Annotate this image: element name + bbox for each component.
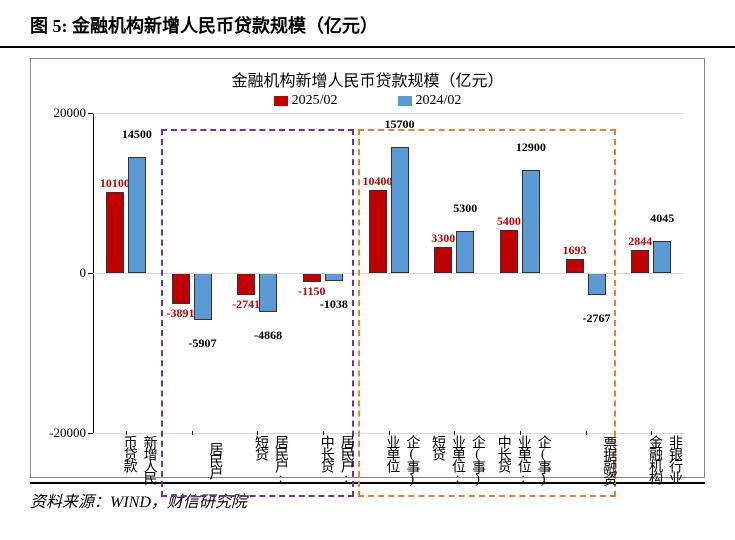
x-tick-mark [586,431,587,435]
x-axis-label: 企(事)业单位:短贷 [421,435,487,485]
x-axis-label-text: 企(事)业单位:中长贷 [487,435,553,485]
bar-value-label: 4045 [650,211,674,226]
bar [128,157,146,273]
bar [566,259,584,273]
bar [194,273,212,320]
chart-title: 金融机构新增人民币贷款规模（亿元） [43,67,692,91]
x-axis-label: 新增人民币贷款 [93,435,159,485]
bar-value-label: -3891 [167,306,195,321]
chart-legend: 2025/02 2024/02 [43,93,692,109]
bar [172,273,190,304]
bar [500,230,518,273]
bar [434,247,452,273]
bar-value-label: -5907 [189,336,217,351]
chart-container: 金融机构新增人民币贷款规模（亿元） 2025/02 2024/02 -20000… [30,58,705,478]
x-axis-label: 企(事)业单位:中长贷 [487,435,553,485]
legend-item: 2024/02 [398,93,462,109]
figure-title: 图 5: 金融机构新增人民币贷款规模（亿元） [30,12,705,38]
x-axis-label-text: 居民户:中长贷 [290,435,356,485]
x-axis-label-text: 非银行业金融机构 [618,435,684,485]
y-tick-label: 20000 [54,105,87,121]
bar-value-label: 15700 [385,117,415,132]
y-axis: -20000020000 [43,113,88,433]
bar-value-label: 12900 [516,140,546,155]
x-axis-label-text: 新增人民币贷款 [93,435,159,485]
x-axis-label: 票据融资 [553,435,619,485]
x-axis-label: 企(事)业单位 [356,435,422,485]
grid-line [93,273,684,274]
x-axis-label: 居民户 [159,435,225,485]
bar-value-label: 1693 [563,243,587,258]
legend-label: 2025/02 [292,93,338,109]
bar-value-label: 14500 [122,127,152,142]
x-axis-label-text: 企(事)业单位:短贷 [421,435,487,485]
bar [303,273,321,282]
bar-value-label: 5300 [453,201,477,216]
x-axis-label-text: 企(事)业单位 [356,435,422,485]
legend-label: 2024/02 [416,93,462,109]
bar-value-label: -2767 [583,311,611,326]
bar-value-label: -4868 [254,328,282,343]
bar-value-label: -1038 [320,297,348,312]
x-axis-label-text: 居民户:短贷 [224,435,290,485]
x-tick-mark [520,431,521,435]
y-tick-label: -20000 [49,425,86,441]
bar [325,273,343,281]
y-tick-label: 0 [80,265,87,281]
x-axis-labels: 新增人民币贷款居民户居民户:短贷居民户:中长贷企(事)业单位企(事)业单位:短贷… [93,433,684,483]
bar-value-label: 2844 [628,234,652,249]
x-axis-label: 居民户:中长贷 [290,435,356,485]
x-tick-mark [454,431,455,435]
bar-value-label: -2741 [232,297,260,312]
bar [369,190,387,273]
bar [522,170,540,273]
bar-value-label: 3300 [431,231,455,246]
bar-value-label: 10100 [100,176,130,191]
legend-swatch-2024 [398,96,412,106]
x-tick-mark [257,431,258,435]
bar-value-label: 5400 [497,214,521,229]
bar [106,192,124,273]
bar-value-label: 10400 [363,174,393,189]
legend-swatch-2025 [274,96,288,106]
x-axis-label: 非银行业金融机构 [618,435,684,485]
bar [631,250,649,273]
source-text: 资料来源：WIND，财信研究院 [30,488,705,512]
x-tick-mark [192,431,193,435]
bar [588,273,606,295]
grid-line [93,113,684,114]
bar [653,241,671,273]
plot-area: -20000020000 1010014500-3891-5907-2741-4… [93,113,684,433]
bar [391,147,409,273]
x-axis-label: 居民户:短贷 [224,435,290,485]
x-tick-mark [651,431,652,435]
x-tick-mark [323,431,324,435]
bar [456,231,474,273]
x-tick-mark [389,431,390,435]
figure-header: 图 5: 金融机构新增人民币贷款规模（亿元） [0,0,735,48]
x-axis-label-text: 居民户 [159,442,225,478]
bar [259,273,277,312]
legend-item: 2025/02 [274,93,338,109]
x-axis-label-text: 票据融资 [553,436,619,484]
x-tick-mark [126,431,127,435]
bar [237,273,255,295]
